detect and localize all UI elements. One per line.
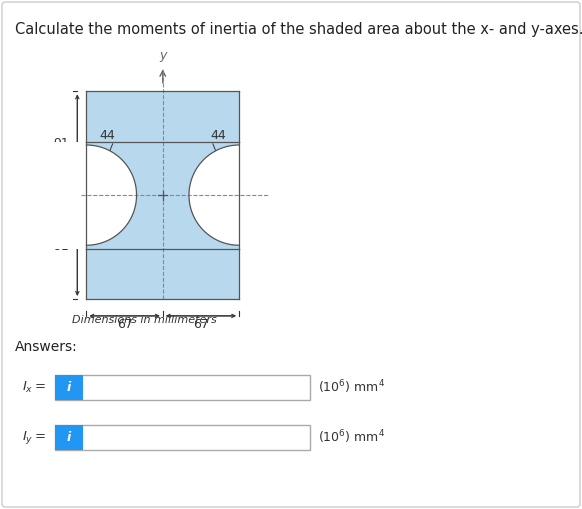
- Text: 91: 91: [54, 240, 69, 253]
- Text: Calculate the moments of inertia of the shaded area about the x- and y-axes.: Calculate the moments of inertia of the …: [15, 22, 582, 37]
- Text: $I_y=$: $I_y=$: [22, 429, 46, 445]
- Text: i: i: [67, 381, 71, 394]
- Text: $I_x=$: $I_x=$: [22, 379, 46, 394]
- Bar: [55, 425, 83, 450]
- Text: i: i: [67, 431, 71, 444]
- Text: y: y: [159, 49, 166, 62]
- Text: 44: 44: [211, 129, 226, 143]
- Text: (10$^6$) mm$^4$: (10$^6$) mm$^4$: [318, 378, 385, 396]
- Text: x: x: [278, 189, 285, 202]
- Text: 91: 91: [54, 137, 69, 150]
- Bar: [55, 375, 83, 400]
- Bar: [239, 142, 292, 249]
- Bar: [55, 425, 310, 450]
- Bar: [55, 375, 310, 400]
- Text: Answers:: Answers:: [15, 340, 78, 354]
- Circle shape: [189, 145, 289, 245]
- Text: (10$^6$) mm$^4$: (10$^6$) mm$^4$: [318, 428, 385, 446]
- Circle shape: [36, 145, 137, 245]
- Text: 67: 67: [116, 318, 133, 331]
- Bar: [87, 142, 239, 249]
- Text: 67: 67: [193, 318, 209, 331]
- Bar: [34, 142, 87, 249]
- Bar: [87, 249, 239, 299]
- Bar: [87, 92, 239, 142]
- Text: Dimensions in millimeters: Dimensions in millimeters: [72, 315, 217, 325]
- Text: 44: 44: [99, 129, 115, 143]
